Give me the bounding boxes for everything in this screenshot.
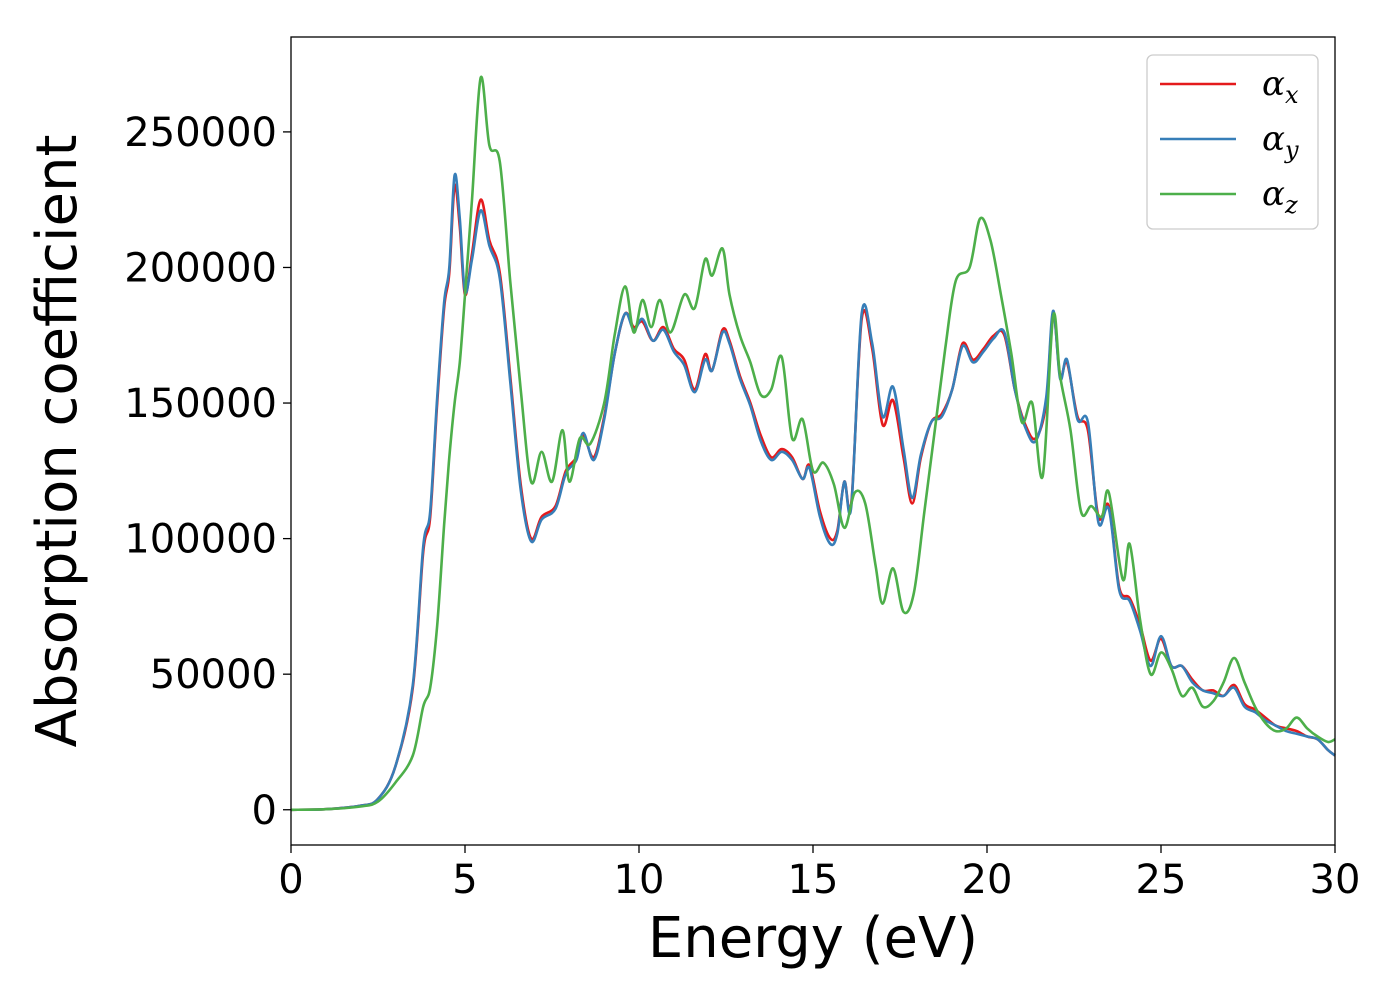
x-tick-label: 5 bbox=[452, 857, 477, 903]
y-axis-ticks: 0 50000 100000 150000 200000 250000 bbox=[124, 110, 291, 834]
y-tick-label: 100000 bbox=[124, 517, 277, 563]
legend-box bbox=[1146, 54, 1319, 230]
legend-subscript: y bbox=[1284, 136, 1299, 164]
y-tick-label: 150000 bbox=[124, 381, 277, 427]
x-tick-label: 10 bbox=[614, 857, 665, 903]
series-layer bbox=[290, 75, 1336, 812]
x-axis-label: Energy (eV) bbox=[648, 906, 978, 971]
series-line-alpha-y bbox=[290, 172, 1336, 812]
y-tick-label: 250000 bbox=[124, 110, 277, 156]
x-tick-label: 25 bbox=[1136, 857, 1187, 903]
legend-subscript: x bbox=[1285, 81, 1299, 109]
x-tick-label: 30 bbox=[1310, 857, 1361, 903]
x-tick-label: 0 bbox=[278, 857, 303, 903]
legend-subscript: z bbox=[1284, 191, 1298, 219]
y-axis-label: Absorption coefficient bbox=[25, 135, 90, 748]
y-tick-label: 50000 bbox=[150, 652, 277, 698]
series-line-alpha-z bbox=[290, 75, 1336, 812]
x-tick-label: 20 bbox=[962, 857, 1013, 903]
y-tick-label: 0 bbox=[252, 788, 277, 834]
x-axis-ticks: 0 5 10 15 20 25 30 bbox=[278, 845, 1360, 903]
y-tick-label: 200000 bbox=[124, 245, 277, 291]
x-tick-label: 15 bbox=[788, 857, 839, 903]
